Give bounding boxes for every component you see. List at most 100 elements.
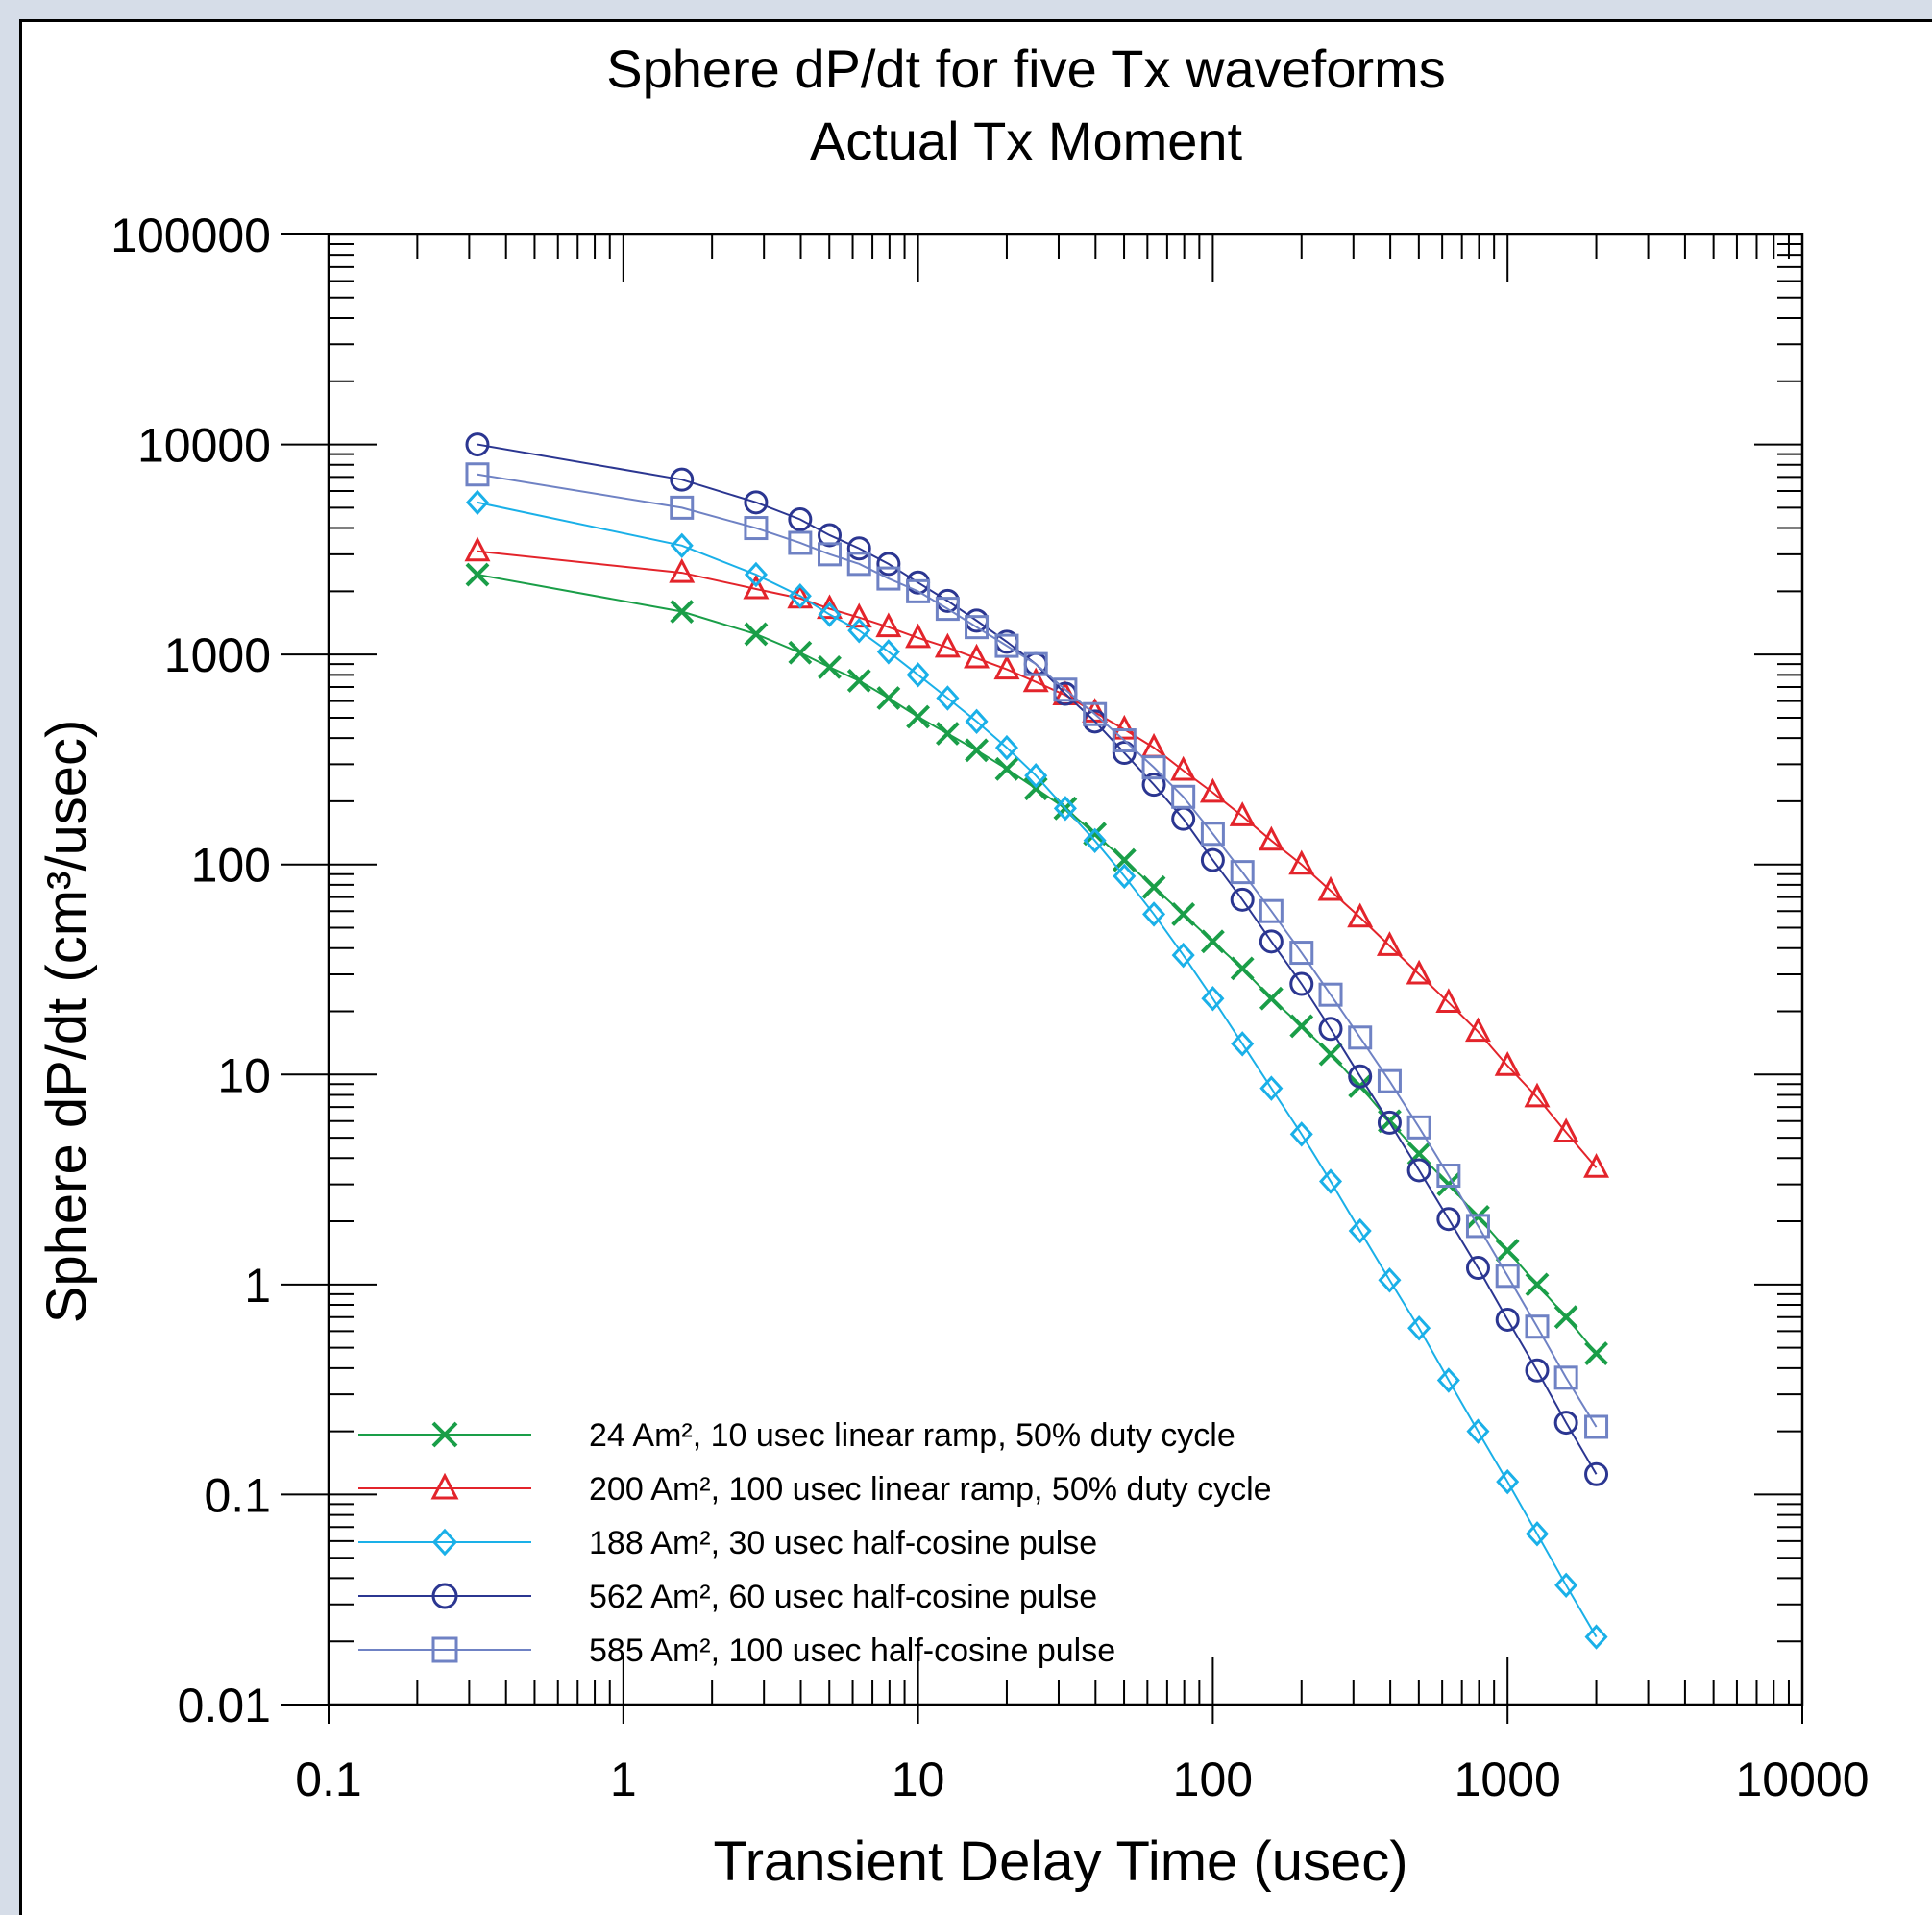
data-point-diamond — [1113, 863, 1137, 890]
data-point-triangle — [1464, 1017, 1491, 1043]
data-point-square — [670, 495, 695, 520]
x-tick-label: 1000 — [1455, 1753, 1561, 1806]
data-point-square — [1289, 941, 1314, 966]
data-point-diamond — [1436, 1367, 1460, 1393]
data-point-square — [1465, 1214, 1490, 1239]
data-point-x — [744, 622, 769, 647]
data-point-triangle — [964, 643, 990, 669]
data-point-diamond — [1348, 1217, 1372, 1244]
chart-subtitle: Actual Tx Moment — [810, 110, 1243, 171]
data-point-x — [876, 686, 901, 710]
legend-label: 562 Am², 60 usec half-cosine pulse — [589, 1579, 1097, 1615]
legend: 24 Am², 10 usec linear ramp, 50% duty cy… — [358, 1417, 1272, 1669]
data-point-triangle — [1288, 849, 1315, 875]
data-point-square — [818, 542, 843, 567]
data-point-diamond — [1378, 1267, 1402, 1293]
data-point-x — [1141, 874, 1166, 899]
data-point-diamond — [465, 489, 490, 516]
data-point-square — [1141, 755, 1166, 780]
tick-marks — [281, 233, 1803, 1724]
y-tick-label: 1000 — [164, 628, 271, 682]
data-point-square — [1171, 784, 1196, 809]
series-3 — [465, 489, 1608, 1650]
data-point-circle — [1141, 773, 1166, 798]
data-point-diamond — [1525, 1521, 1550, 1547]
series-2 — [464, 536, 1610, 1178]
data-point-x — [1289, 1014, 1314, 1039]
data-point-triangle — [1140, 732, 1167, 758]
data-point-circle — [1465, 1256, 1490, 1281]
data-point-diamond — [994, 734, 1018, 761]
series-group — [464, 432, 1610, 1650]
data-point-triangle — [845, 602, 872, 628]
x-tick-label: 1 — [610, 1753, 637, 1806]
data-point-x — [994, 756, 1019, 781]
data-point-x — [1553, 1305, 1578, 1330]
data-point-triangle — [1524, 1082, 1551, 1108]
data-point-x — [1584, 1341, 1608, 1365]
data-point-diamond — [1259, 1075, 1284, 1101]
legend-label: 24 Am², 10 usec linear ramp, 50% duty cy… — [589, 1417, 1235, 1454]
data-point-x — [1436, 1172, 1461, 1196]
series-line — [477, 501, 1598, 1638]
data-point-triangle — [743, 574, 770, 600]
y-tick-label: 1 — [244, 1259, 271, 1313]
data-point-diamond — [906, 662, 930, 688]
data-point-triangle — [1258, 825, 1284, 851]
data-point-square — [1553, 1365, 1578, 1390]
data-point-square — [876, 566, 901, 591]
data-point-square — [431, 1636, 458, 1663]
data-point-circle — [1495, 1307, 1520, 1332]
x-tick-label: 10 — [892, 1753, 945, 1806]
legend-label: 188 Am², 30 usec half-cosine pulse — [589, 1525, 1097, 1561]
series-line — [477, 473, 1598, 1428]
data-point-triangle — [1583, 1153, 1610, 1178]
data-point-square — [1348, 1025, 1373, 1050]
data-point-square — [1053, 677, 1078, 702]
data-point-circle — [1200, 847, 1225, 872]
chart: Sphere dP/dt for five Tx waveforms Actua… — [36, 38, 1870, 1893]
data-point-triangle — [1022, 667, 1049, 693]
data-point-triangle — [1229, 801, 1256, 826]
data-point-x — [935, 722, 960, 746]
data-point-circle — [1406, 1158, 1431, 1183]
data-point-diamond — [1201, 985, 1225, 1012]
data-point-circle — [1318, 1017, 1343, 1042]
data-point-triangle — [669, 557, 696, 583]
data-point-diamond — [1053, 796, 1077, 822]
data-point-diamond — [744, 561, 768, 588]
data-point-diamond — [965, 708, 989, 735]
data-point-square — [788, 530, 813, 555]
x-axis-label: Transient Delay Time (usec) — [713, 1830, 1407, 1893]
x-tick-label: 0.1 — [295, 1753, 362, 1806]
plot-frame — [327, 233, 1804, 1706]
series-5 — [465, 462, 1609, 1439]
legend-item-5: 585 Am², 100 usec half-cosine pulse — [358, 1633, 1115, 1669]
data-point-triangle — [1170, 755, 1197, 781]
data-point-circle — [465, 432, 490, 457]
y-tick-label: 0.01 — [178, 1679, 271, 1732]
data-point-diamond — [1289, 1121, 1313, 1147]
data-point-circle — [1584, 1461, 1609, 1486]
data-point-circle — [670, 467, 695, 492]
data-point-square — [846, 552, 871, 577]
series-4 — [465, 432, 1609, 1486]
data-point-square — [935, 597, 960, 622]
data-point-diamond — [1407, 1315, 1431, 1341]
data-point-x — [1318, 1042, 1343, 1067]
data-point-triangle — [430, 1472, 459, 1500]
y-tick-label: 10000 — [137, 419, 271, 473]
data-point-triangle — [934, 632, 961, 658]
data-point-square — [1584, 1414, 1609, 1439]
data-point-triangle — [1199, 777, 1226, 803]
data-point-triangle — [875, 612, 902, 638]
data-point-x — [1023, 776, 1048, 801]
y-tick-label: 0.1 — [204, 1468, 271, 1522]
data-point-square — [744, 516, 769, 541]
data-point-circle — [1112, 741, 1137, 766]
data-point-diamond — [1554, 1572, 1578, 1599]
data-point-diamond — [818, 602, 842, 627]
chart-panel: Sphere dP/dt for five Tx waveforms Actua… — [19, 19, 1932, 1915]
data-point-x — [788, 640, 813, 665]
data-point-square — [994, 633, 1019, 658]
